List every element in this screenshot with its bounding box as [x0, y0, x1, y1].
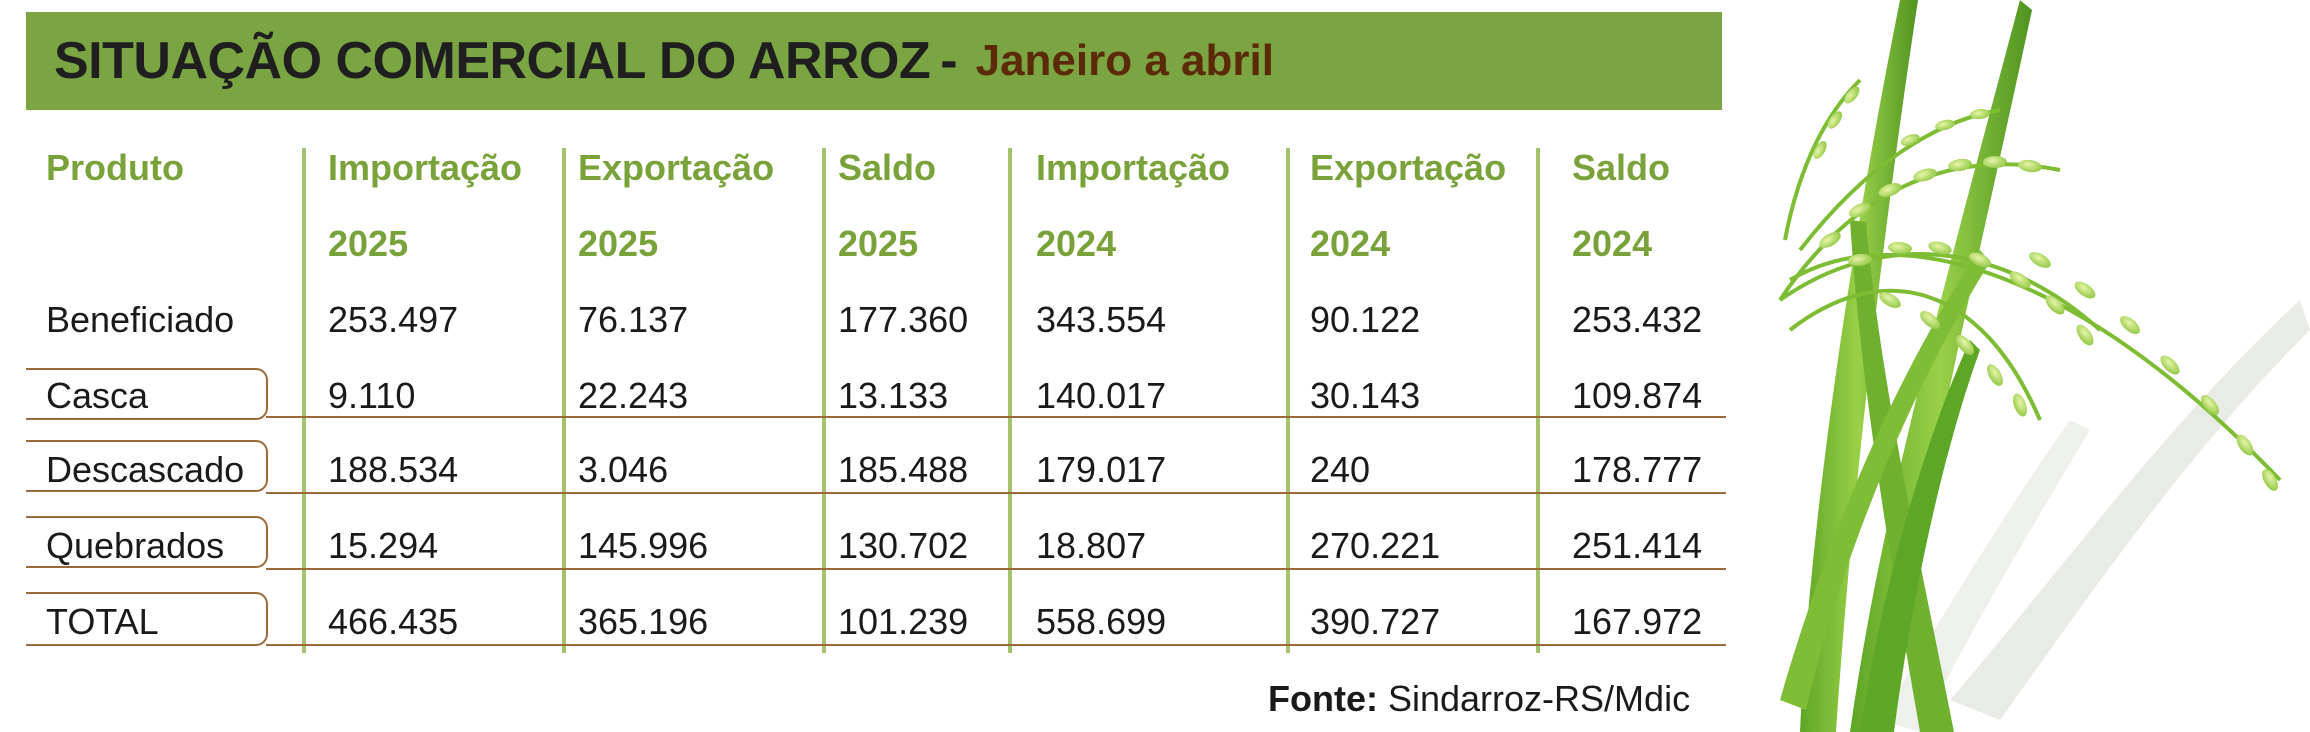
table-cell: 3.046: [578, 449, 669, 490]
header-saldo-2025: Saldo: [838, 147, 937, 188]
table-cell: 145.996: [578, 525, 709, 566]
row-rule: [26, 368, 268, 420]
column-divider: [1536, 148, 1540, 653]
row-rule: [266, 568, 1726, 570]
table-cell: 101.239: [838, 601, 969, 642]
table-cell: 179.017: [1036, 449, 1167, 490]
table-cell: 13.133: [838, 375, 949, 416]
table-cell: 558.699: [1036, 601, 1167, 642]
column-divider: [1286, 148, 1290, 653]
table-cell: 253.432: [1572, 299, 1703, 340]
page-title: SITUAÇÃO COMERCIAL DO ARROZ: [54, 32, 931, 90]
row-rule: [266, 644, 1726, 646]
row-rule: [266, 492, 1726, 494]
header-importacao-2025-year: 2025: [328, 223, 409, 264]
rice-plant-illustration: [1778, 0, 2310, 732]
table-cell: 167.972: [1572, 601, 1703, 642]
table-row-label: Casca: [46, 375, 149, 416]
table-cell: 466.435: [328, 601, 459, 642]
header-exportacao-2024: Exportação: [1310, 147, 1507, 188]
column-divider: [1008, 148, 1012, 653]
period-subtitle: Janeiro a abril: [975, 36, 1274, 85]
table-cell: 253.497: [328, 299, 459, 340]
table-cell: 177.360: [838, 299, 969, 340]
table-cell: 343.554: [1036, 299, 1167, 340]
table-cell: 109.874: [1572, 375, 1703, 416]
table-cell: 188.534: [328, 449, 459, 490]
table-cell: 15.294: [328, 525, 439, 566]
table-cell: 90.122: [1310, 299, 1421, 340]
table-row-label: Quebrados: [46, 525, 225, 566]
table-row-label: Beneficiado: [46, 299, 235, 340]
header-importacao-2024: Importação: [1036, 147, 1231, 188]
source-label: Fonte:: [1268, 678, 1378, 719]
source-value: Sindarroz-RS/Mdic: [1387, 678, 1691, 719]
row-rule: [26, 516, 268, 568]
table-cell: 76.137: [578, 299, 689, 340]
table-cell: 390.727: [1310, 601, 1441, 642]
table-cell: 140.017: [1036, 375, 1167, 416]
source-note: Fonte: Sindarroz-RS/Mdic: [1268, 678, 1690, 720]
title-banner: SITUAÇÃO COMERCIAL DO ARROZ - Janeiro a …: [26, 12, 1722, 110]
header-saldo-2024-year: 2024: [1572, 223, 1653, 264]
column-divider: [302, 148, 306, 653]
row-rule: [26, 592, 268, 646]
table-cell: 9.110: [328, 375, 416, 416]
row-rule: [26, 440, 268, 492]
header-importacao-2024-year: 2024: [1036, 223, 1117, 264]
table-cell: 130.702: [838, 525, 969, 566]
header-exportacao-2025-year: 2025: [578, 223, 659, 264]
column-divider: [822, 148, 826, 653]
header-exportacao-2024-year: 2024: [1310, 223, 1391, 264]
table-cell: 30.143: [1310, 375, 1421, 416]
trade-table: Produto Importação 2025 Exportação 2025 …: [26, 130, 1726, 660]
title-separator: -: [940, 32, 958, 90]
table-cell: 185.488: [838, 449, 969, 490]
row-rule: [266, 416, 1726, 418]
header-importacao-2025: Importação: [328, 147, 523, 188]
header-saldo-2024: Saldo: [1572, 147, 1671, 188]
table-row-label: Descascado: [46, 449, 245, 490]
header-saldo-2025-year: 2025: [838, 223, 919, 264]
table-cell: 178.777: [1572, 449, 1703, 490]
table-cell: 251.414: [1572, 525, 1703, 566]
table-cell: 270.221: [1310, 525, 1441, 566]
table-cell: 18.807: [1036, 525, 1147, 566]
column-divider: [562, 148, 566, 653]
table-cell: 365.196: [578, 601, 709, 642]
header-exportacao-2025: Exportação: [578, 147, 775, 188]
header-produto: Produto: [46, 147, 184, 188]
table-cell: 22.243: [578, 375, 689, 416]
table-cell: 240: [1310, 449, 1371, 490]
table-row-label: TOTAL: [46, 601, 159, 642]
